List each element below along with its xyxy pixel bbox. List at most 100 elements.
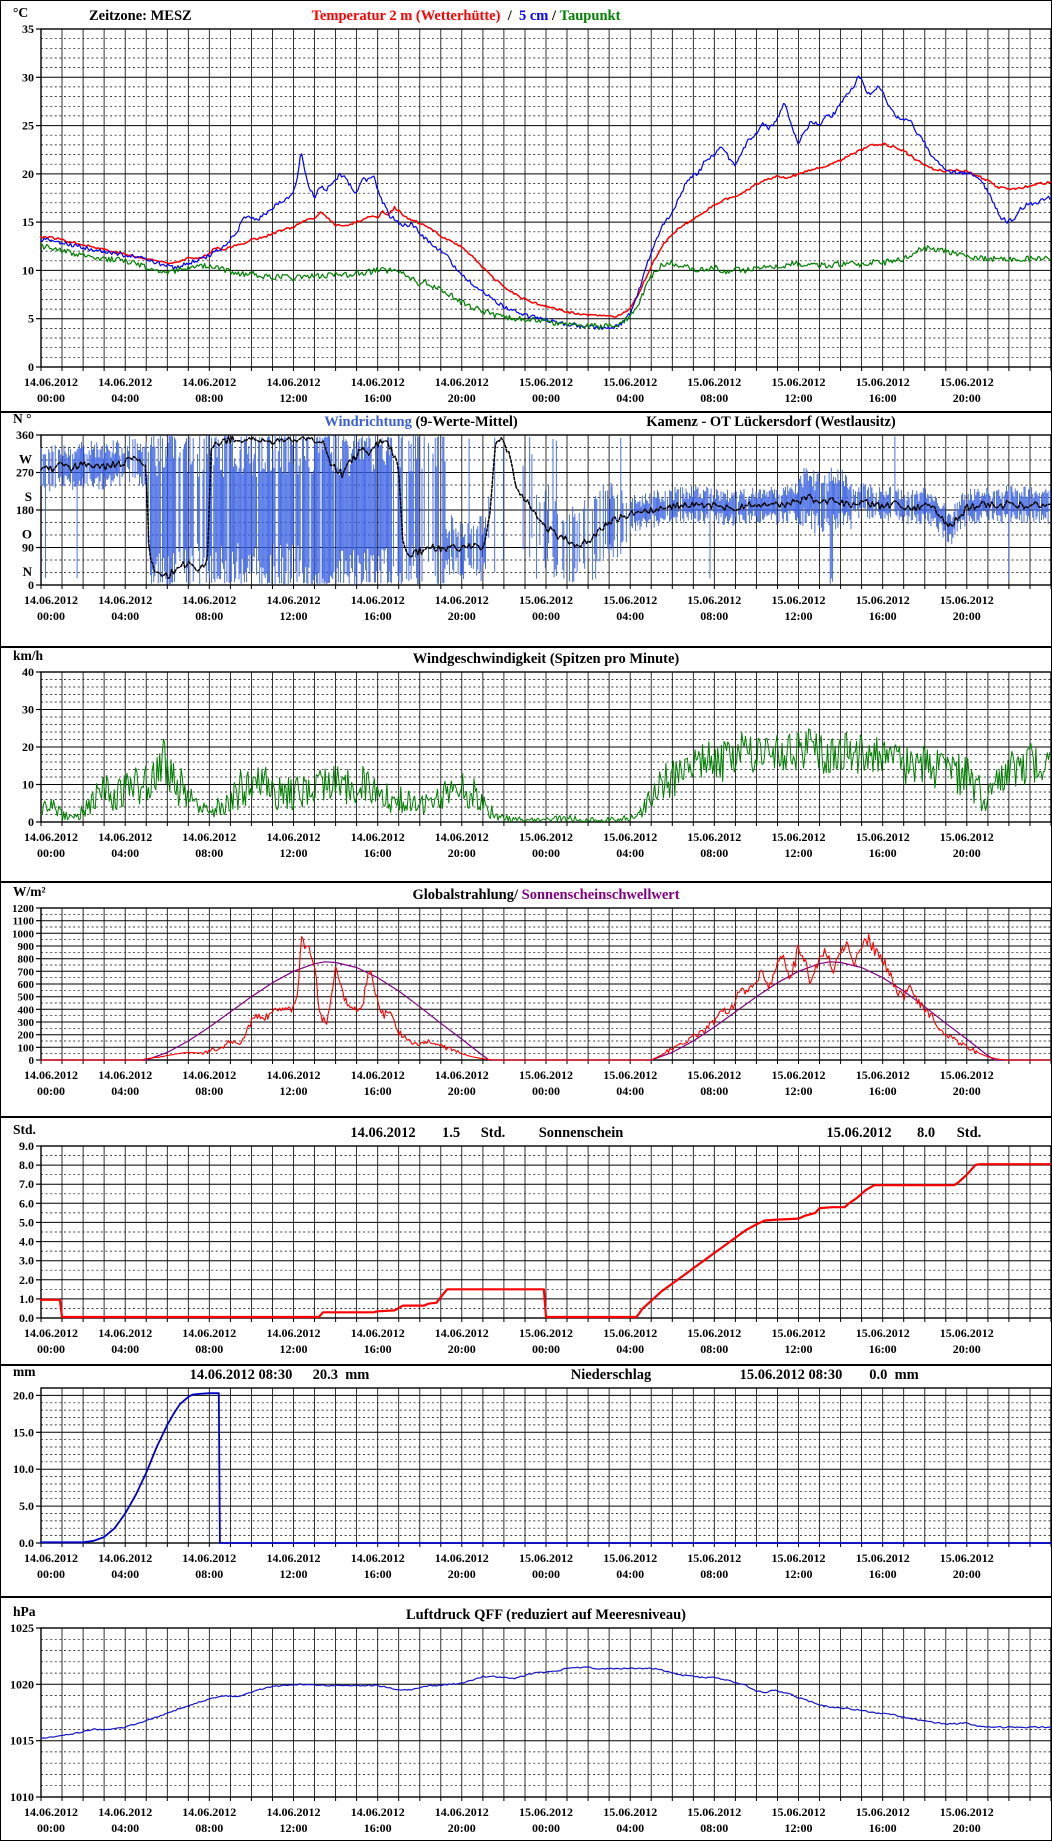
- svg-text:hPa: hPa: [13, 1604, 36, 1619]
- global-radiation-chart: 1200110010009008007006005004003002001000…: [1, 881, 1051, 1098]
- svg-text:900: 900: [18, 941, 35, 953]
- svg-text:15.06.2012: 15.06.2012: [603, 830, 657, 844]
- svg-text:14.06.2012: 14.06.2012: [182, 375, 236, 389]
- svg-text:8.0: 8.0: [917, 1125, 935, 1141]
- svg-text:20:00: 20:00: [448, 1084, 476, 1098]
- svg-text:20:00: 20:00: [448, 609, 476, 623]
- svg-text:2.0: 2.0: [19, 1273, 34, 1287]
- svg-text:16:00: 16:00: [364, 1342, 392, 1356]
- svg-text:16:00: 16:00: [364, 846, 392, 860]
- svg-text:00:00: 00:00: [37, 1342, 65, 1356]
- svg-text:04:00: 04:00: [616, 1567, 644, 1581]
- svg-text:04:00: 04:00: [616, 391, 644, 405]
- svg-text:14.06.2012: 14.06.2012: [24, 375, 78, 389]
- svg-text:15.06.2012: 15.06.2012: [940, 830, 994, 844]
- svg-text:700: 700: [18, 966, 35, 978]
- svg-text:15.06.2012: 15.06.2012: [519, 1551, 573, 1565]
- svg-text:14.06.2012: 14.06.2012: [267, 375, 321, 389]
- svg-text:5: 5: [28, 312, 34, 326]
- svg-text:90: 90: [22, 541, 34, 555]
- svg-text:Windrichtung (9-Werte-Mittel): Windrichtung (9-Werte-Mittel): [324, 414, 518, 430]
- svg-text:15.06.2012: 15.06.2012: [519, 375, 573, 389]
- svg-text:12:00: 12:00: [785, 1342, 813, 1356]
- svg-text:15.06.2012: 15.06.2012: [603, 1551, 657, 1565]
- svg-text:16:00: 16:00: [364, 609, 392, 623]
- svg-text:14.06.2012: 14.06.2012: [351, 830, 405, 844]
- svg-text:15.06.2012: 15.06.2012: [519, 830, 573, 844]
- svg-text:15.06.2012: 15.06.2012: [940, 1805, 994, 1819]
- svg-text:16:00: 16:00: [364, 1084, 392, 1098]
- svg-text:O: O: [22, 527, 32, 542]
- svg-text:Sonnenschein: Sonnenschein: [539, 1125, 624, 1141]
- svg-text:14.06.2012: 14.06.2012: [182, 1805, 236, 1819]
- svg-text:16:00: 16:00: [869, 1342, 897, 1356]
- svg-text:Zeitzone: MESZ: Zeitzone: MESZ: [89, 8, 192, 24]
- svg-text:14.06.2012: 14.06.2012: [267, 1068, 321, 1082]
- svg-text:0: 0: [28, 578, 34, 592]
- svg-text:15.06.2012: 15.06.2012: [856, 1551, 910, 1565]
- svg-text:20:00: 20:00: [953, 846, 981, 860]
- svg-text:20:00: 20:00: [953, 609, 981, 623]
- svg-text:0.0: 0.0: [19, 1311, 34, 1325]
- svg-text:14.06.2012: 14.06.2012: [351, 1068, 405, 1082]
- svg-text:25: 25: [22, 119, 34, 133]
- svg-text:04:00: 04:00: [616, 1342, 644, 1356]
- svg-text:12:00: 12:00: [785, 846, 813, 860]
- svg-text:00:00: 00:00: [37, 391, 65, 405]
- svg-text:30: 30: [22, 703, 34, 717]
- svg-text:04:00: 04:00: [616, 1084, 644, 1098]
- svg-text:14.06.2012: 14.06.2012: [24, 1326, 78, 1340]
- panel-sunshine: 9.0 8.0 7.0 6.0 5.0 4.0 3.0 2.0 1.0 0.0 Std. 14.06.…: [1, 1116, 1051, 1364]
- svg-text:15.06.2012: 15.06.2012: [603, 593, 657, 607]
- svg-text:08:00: 08:00: [195, 609, 223, 623]
- svg-text:08:00: 08:00: [195, 1342, 223, 1356]
- svg-text:00:00: 00:00: [532, 1567, 560, 1581]
- svg-text:20: 20: [22, 167, 34, 181]
- svg-text:Std.: Std.: [13, 1122, 36, 1137]
- precipitation-chart: 20.0 15.0 10.0 5.0 0.0 mm 14.06.2012 08:30 20.3…: [1, 1364, 1051, 1581]
- svg-text:00:00: 00:00: [37, 1821, 65, 1835]
- svg-text:14.06.2012: 14.06.2012: [351, 1805, 405, 1819]
- pressure-chart: 1025 1020 1015 1010 hPa Luftdruck QFF (reduzi…: [1, 1596, 1051, 1835]
- svg-text:4.0: 4.0: [19, 1235, 34, 1249]
- svg-text:16:00: 16:00: [364, 1567, 392, 1581]
- svg-text:270: 270: [16, 466, 34, 480]
- svg-text:12:00: 12:00: [785, 1567, 813, 1581]
- svg-text:1.5: 1.5: [442, 1125, 460, 1141]
- svg-text:04:00: 04:00: [111, 391, 139, 405]
- svg-text:14.06.2012: 14.06.2012: [98, 593, 152, 607]
- svg-text:Std.: Std.: [957, 1125, 982, 1141]
- svg-text:20.0: 20.0: [13, 1388, 34, 1402]
- svg-text:15.06.2012: 15.06.2012: [772, 1805, 826, 1819]
- svg-text:Luftdruck QFF (reduziert auf M: Luftdruck QFF (reduziert auf Meeresnivea…: [406, 1607, 686, 1623]
- svg-text:00:00: 00:00: [532, 1342, 560, 1356]
- svg-text:14.06.2012: 14.06.2012: [267, 593, 321, 607]
- svg-text:15.06.2012: 15.06.2012: [940, 1551, 994, 1565]
- svg-text:N °: N °: [13, 411, 32, 426]
- svg-text:15.06.2012: 15.06.2012: [603, 1068, 657, 1082]
- svg-text:12:00: 12:00: [280, 846, 308, 860]
- svg-text:400: 400: [18, 1004, 35, 1016]
- svg-text:04:00: 04:00: [111, 1342, 139, 1356]
- svg-text:360: 360: [16, 428, 34, 442]
- svg-text:200: 200: [18, 1030, 35, 1042]
- svg-text:800: 800: [18, 954, 35, 966]
- svg-text:15.06.2012: 15.06.2012: [687, 1805, 741, 1819]
- svg-text:16:00: 16:00: [869, 391, 897, 405]
- svg-text:14.06.2012: 14.06.2012: [351, 1326, 405, 1340]
- panel-pressure: 1025 1020 1015 1010 hPa Luftdruck QFF (reduzi…: [1, 1596, 1051, 1840]
- svg-text:6.0: 6.0: [19, 1196, 34, 1210]
- svg-text:16:00: 16:00: [869, 846, 897, 860]
- svg-text:1020: 1020: [10, 1677, 34, 1691]
- svg-text:16:00: 16:00: [869, 1821, 897, 1835]
- svg-text:1000: 1000: [12, 928, 35, 940]
- svg-text:14.06.2012: 14.06.2012: [98, 1068, 152, 1082]
- svg-text:08:00: 08:00: [700, 1821, 728, 1835]
- svg-text:15.06.2012: 15.06.2012: [826, 1125, 891, 1141]
- svg-text:km/h: km/h: [13, 648, 44, 663]
- svg-text:20:00: 20:00: [953, 1821, 981, 1835]
- svg-text:15.06.2012: 15.06.2012: [687, 1551, 741, 1565]
- svg-text:15.06.2012: 15.06.2012: [856, 1068, 910, 1082]
- svg-text:W/m²: W/m²: [13, 884, 46, 899]
- svg-text:15.06.2012: 15.06.2012: [687, 1068, 741, 1082]
